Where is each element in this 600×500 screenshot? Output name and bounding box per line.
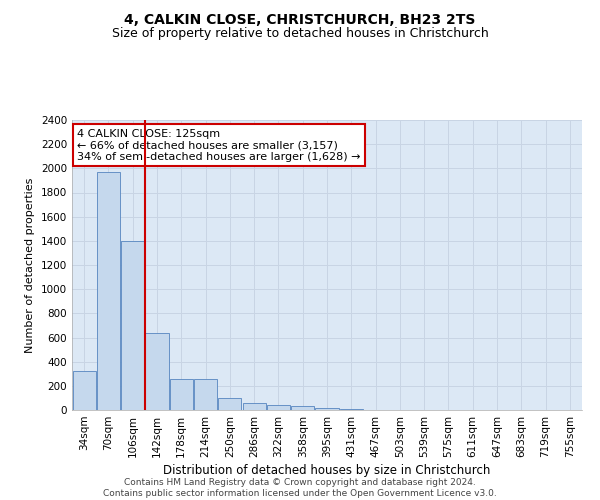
Bar [170, 378, 193, 410]
Bar [194, 378, 217, 410]
Bar [121, 241, 144, 410]
Text: Size of property relative to detached houses in Christchurch: Size of property relative to detached ho… [112, 28, 488, 40]
Bar [267, 404, 290, 410]
Bar [291, 406, 314, 410]
Bar [97, 172, 120, 410]
Bar [316, 408, 338, 410]
X-axis label: Distribution of detached houses by size in Christchurch: Distribution of detached houses by size … [163, 464, 491, 477]
Bar [242, 404, 266, 410]
Text: Contains HM Land Registry data © Crown copyright and database right 2024.
Contai: Contains HM Land Registry data © Crown c… [103, 478, 497, 498]
Bar [73, 372, 95, 410]
Text: 4 CALKIN CLOSE: 125sqm
← 66% of detached houses are smaller (3,157)
34% of semi-: 4 CALKIN CLOSE: 125sqm ← 66% of detached… [77, 128, 361, 162]
Text: 4, CALKIN CLOSE, CHRISTCHURCH, BH23 2TS: 4, CALKIN CLOSE, CHRISTCHURCH, BH23 2TS [124, 12, 476, 26]
Bar [145, 332, 169, 410]
Bar [218, 398, 241, 410]
Bar [340, 409, 363, 410]
Y-axis label: Number of detached properties: Number of detached properties [25, 178, 35, 352]
